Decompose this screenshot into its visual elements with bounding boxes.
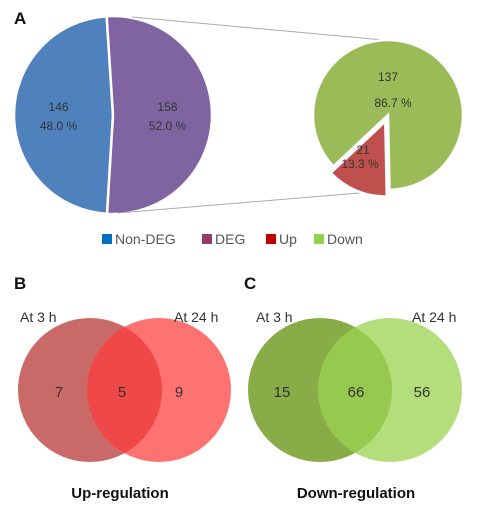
pie-slice-deg — [105, 14, 214, 216]
pie-slice-up — [328, 118, 389, 198]
legend-label-down: Down — [327, 231, 363, 247]
venn-set-label-3h: At 3 h — [20, 309, 57, 325]
venn-count-24h-only: 9 — [175, 384, 183, 401]
legend-label-non-deg: Non-DEG — [115, 231, 176, 247]
venn-count-3h-only: 15 — [274, 384, 291, 401]
pie-count-label-non-deg: 146 — [49, 100, 69, 114]
venn-up-regulation: At 3 h At 24 h 7 5 9 Up-regulation — [18, 309, 231, 502]
pie-percent-label-deg: 52.0 % — [149, 119, 187, 133]
legend-label-up: Up — [279, 231, 297, 247]
legend-swatch-down — [314, 234, 324, 244]
panel-letter-c: C — [244, 274, 256, 293]
legend: Non-DEG DEG Up Down — [102, 231, 363, 247]
pie-slice-non-deg — [12, 14, 115, 216]
pie-count-label-down: 137 — [378, 70, 398, 84]
venn-set-label-24h: At 24 h — [174, 309, 218, 325]
panel-letter-b: B — [14, 274, 26, 293]
venn-set-label-24h: At 24 h — [412, 309, 456, 325]
venn-down-regulation: At 3 h At 24 h 15 66 56 Down-regulation — [248, 309, 462, 502]
venn-count-3h-only: 7 — [55, 384, 63, 401]
legend-swatch-non-deg — [102, 234, 112, 244]
legend-swatch-up — [266, 234, 276, 244]
venn-set-label-3h: At 3 h — [256, 309, 293, 325]
venn-title-down: Down-regulation — [297, 485, 415, 502]
legend-label-deg: DEG — [215, 231, 245, 247]
zoom-line-top — [131, 16, 385, 41]
venn-circle-24h — [318, 318, 462, 462]
venn-circle-24h — [87, 318, 231, 462]
venn-count-overlap: 5 — [118, 384, 126, 401]
venn-count-24h-only: 56 — [414, 384, 431, 401]
pie-percent-label-up: 13.3 % — [341, 157, 379, 171]
pie-percent-label-non-deg: 48.0 % — [40, 119, 78, 133]
pie-count-label-up: 21 — [356, 143, 370, 157]
venn-count-overlap: 66 — [348, 384, 365, 401]
pie-percent-label-down: 86.7 % — [374, 96, 412, 110]
zoom-line-bottom — [117, 190, 385, 214]
venn-title-up: Up-regulation — [71, 485, 169, 502]
legend-swatch-deg — [202, 234, 212, 244]
pie-count-label-deg: 158 — [157, 100, 177, 114]
panel-letter-a: A — [14, 9, 26, 28]
pie-slice-down — [311, 38, 465, 192]
pie-chart-deg: 146 48.0 % 158 52.0 % — [12, 14, 214, 216]
